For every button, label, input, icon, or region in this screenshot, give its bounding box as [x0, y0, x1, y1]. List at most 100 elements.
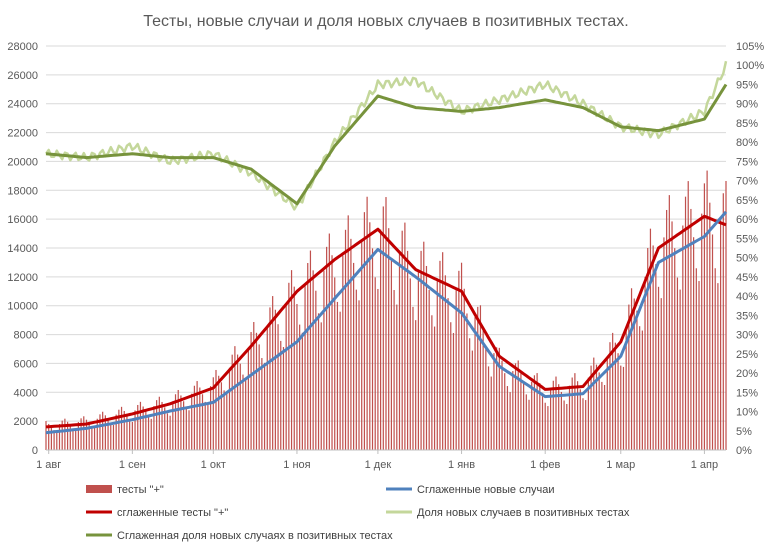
bar [725, 180, 727, 450]
bar [204, 401, 206, 450]
bar [428, 289, 430, 450]
bar [363, 212, 366, 450]
bar [355, 289, 357, 450]
bar [636, 310, 638, 450]
bar [320, 322, 322, 450]
bar [606, 356, 608, 450]
bar [96, 418, 98, 450]
y-right-tick-label: 30% [736, 330, 758, 342]
bar [88, 422, 90, 450]
bar [339, 311, 341, 450]
bar [250, 332, 252, 450]
y-right-tick-label: 95% [736, 79, 758, 91]
bar [647, 248, 649, 450]
bar [323, 270, 325, 450]
bar [447, 298, 449, 450]
y-right-ticks: 0% 5% 10% 15% 20% 25% 30% 35% 40% 45% 50% 55% 60% 65%… [736, 41, 764, 457]
bar [236, 354, 239, 450]
bar [390, 258, 393, 450]
bar [172, 401, 174, 450]
bar [528, 399, 530, 450]
bar [207, 404, 209, 450]
bar [498, 347, 500, 450]
bar [466, 313, 468, 450]
bar [585, 400, 587, 450]
bar [85, 419, 88, 450]
bar [487, 366, 490, 450]
bar [142, 406, 144, 450]
bar [717, 283, 719, 450]
y-right-tick-label: 45% [736, 272, 758, 284]
bar [91, 426, 93, 450]
y-left-tick-label: 10000 [7, 301, 38, 313]
bar [269, 307, 271, 450]
bar [255, 332, 258, 450]
bar [682, 225, 684, 450]
bar [539, 383, 541, 450]
bar [649, 228, 652, 450]
bar [220, 382, 223, 450]
bar [512, 371, 514, 450]
bar [180, 395, 182, 450]
bar [442, 252, 444, 450]
bar [347, 215, 349, 450]
bar [555, 376, 557, 450]
y-left-tick-label: 12000 [7, 272, 38, 284]
bar [280, 340, 282, 450]
y-left-ticks: 0 2000 4000 6000 8000 10000 12000 14000 16000 180… [7, 41, 38, 457]
bar [633, 298, 635, 450]
bar [377, 288, 379, 450]
bar [296, 303, 298, 450]
bar [183, 401, 185, 450]
bar [231, 354, 233, 450]
bar [145, 411, 147, 450]
bar [253, 322, 255, 450]
bars [45, 170, 727, 451]
bar [328, 233, 330, 450]
bar [129, 420, 131, 450]
bar [56, 431, 58, 450]
bar [509, 392, 511, 450]
bar [684, 196, 687, 450]
lines [44, 60, 728, 435]
bar [701, 213, 703, 450]
bar [679, 289, 681, 450]
bar [274, 309, 276, 450]
chart-title: Тесты, новые случаи и доля новых случаев… [143, 13, 629, 30]
y-right-tick-label: 35% [736, 310, 758, 322]
y-left-tick-label: 2000 [14, 416, 38, 428]
legend-label: сглаженные тесты "+" [117, 507, 228, 519]
bar [501, 360, 503, 450]
bar [493, 353, 495, 450]
bar [191, 393, 193, 450]
bar [711, 234, 714, 450]
bar [209, 386, 212, 450]
bar [504, 373, 506, 450]
bar [299, 324, 301, 450]
bar [560, 391, 563, 450]
legend-swatch [86, 485, 112, 493]
y-right-tick-label: 75% [736, 156, 758, 168]
bar [412, 306, 414, 450]
series-line [45, 83, 728, 206]
bar [361, 239, 363, 450]
bar [104, 415, 106, 450]
x-tick-label: 1 окт [201, 459, 226, 471]
bar [53, 430, 55, 450]
bar [369, 222, 371, 450]
bar [536, 373, 538, 450]
bar [641, 330, 643, 450]
bar [137, 404, 139, 450]
bar [401, 230, 403, 450]
bar [50, 426, 53, 450]
bar [188, 410, 190, 450]
bar [655, 264, 657, 450]
bar [541, 392, 544, 450]
bar [388, 228, 390, 450]
bar [452, 332, 455, 450]
bar [99, 414, 101, 450]
bar [579, 389, 581, 450]
y-right-tick-label: 0% [736, 445, 752, 457]
bar [409, 278, 411, 450]
bar [258, 344, 260, 450]
